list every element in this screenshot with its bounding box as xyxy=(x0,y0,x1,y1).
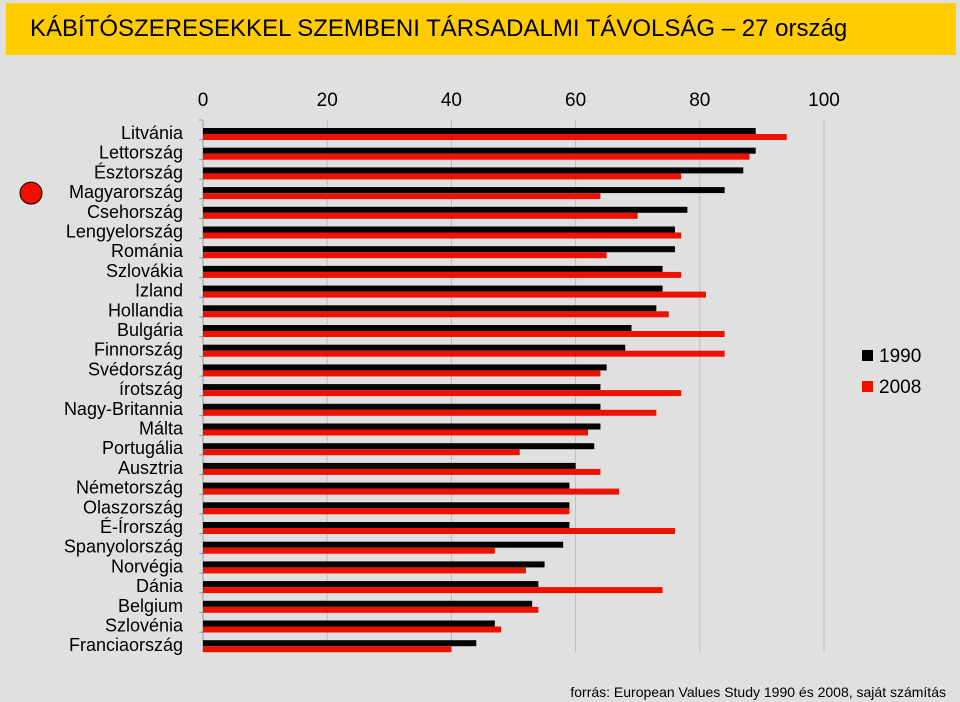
bar-1990 xyxy=(203,403,601,410)
category-label: Lengyelország xyxy=(66,222,183,242)
bar-1990 xyxy=(203,128,756,134)
bar-2008 xyxy=(203,606,539,613)
category-label: Bulgária xyxy=(117,320,184,340)
category-label: Lettország xyxy=(99,143,183,163)
bar-1990 xyxy=(203,443,595,450)
bar-1990 xyxy=(203,502,570,509)
category-label: Hollandia xyxy=(108,300,184,320)
bar-2008 xyxy=(203,252,607,259)
bar-2008 xyxy=(203,134,787,140)
bar-2008 xyxy=(203,547,495,554)
category-label: Litvánia xyxy=(121,123,184,143)
bar-1990 xyxy=(203,206,688,213)
legend-swatch xyxy=(862,350,873,361)
category-label: Franciaország xyxy=(69,635,183,655)
bar-1990 xyxy=(203,187,725,194)
x-tick-label: 80 xyxy=(689,90,710,111)
bar-2008 xyxy=(203,311,669,318)
bar-2008 xyxy=(203,488,620,495)
bar-1990 xyxy=(203,147,756,154)
bar-2008 xyxy=(203,528,675,534)
bar-1990 xyxy=(203,522,570,528)
bar-1990 xyxy=(203,561,545,568)
bar-2008 xyxy=(203,508,570,515)
bar-1990 xyxy=(203,640,477,647)
bar-1990 xyxy=(203,462,576,469)
legend-label: 1990 xyxy=(879,346,921,367)
bar-1990 xyxy=(203,620,495,627)
category-label: Portugália xyxy=(102,438,184,458)
bar-2008 xyxy=(203,370,601,377)
chart-title: KÁBÍTÓSZERESEKKEL SZEMBENI TÁRSADALMI TÁ… xyxy=(30,15,848,42)
bar-1990 xyxy=(203,344,626,351)
bar-2008 xyxy=(203,193,601,200)
bar-2008 xyxy=(203,626,502,633)
category-label: Románia xyxy=(111,241,184,261)
title-bar: KÁBÍTÓSZERESEKKEL SZEMBENI TÁRSADALMI TÁ… xyxy=(6,3,956,55)
category-label: Ausztria xyxy=(118,458,184,478)
category-label: Málta xyxy=(139,419,184,439)
category-label: É-Írország xyxy=(100,517,183,537)
bar-1990 xyxy=(203,541,564,548)
x-tick-label: 40 xyxy=(441,90,462,111)
bar-2008 xyxy=(203,232,682,239)
bar-2008 xyxy=(203,173,682,180)
category-label: Dánia xyxy=(136,576,184,596)
category-label: Norvégia xyxy=(111,556,184,576)
category-label: Németország xyxy=(76,478,183,498)
bar-2008 xyxy=(203,567,526,574)
bar-1990 xyxy=(203,600,533,607)
bar-1990 xyxy=(203,581,539,588)
highlight-marker xyxy=(19,181,43,205)
category-label: Olaszország xyxy=(83,497,183,517)
x-tick-label: 20 xyxy=(317,90,338,111)
category-label: Finnország xyxy=(94,340,183,360)
category-label: Magyarország xyxy=(69,182,183,202)
category-label: Szlovákia xyxy=(106,261,184,281)
bar-2008 xyxy=(203,587,663,594)
x-tick-label: 100 xyxy=(808,90,840,111)
bar-1990 xyxy=(203,364,607,371)
bar-1990 xyxy=(203,482,570,489)
bar-2008 xyxy=(203,271,682,278)
bar-2008 xyxy=(203,390,682,397)
bar-2008 xyxy=(203,331,725,337)
bar-2008 xyxy=(203,449,520,456)
bar-2008 xyxy=(203,646,452,653)
source-note: forrás: European Values Study 1990 és 20… xyxy=(570,684,946,700)
category-label: Észtország xyxy=(94,162,183,182)
category-label: Belgium xyxy=(118,596,183,616)
bar-1990 xyxy=(203,246,675,253)
bar-1990 xyxy=(203,226,675,233)
bar-1990 xyxy=(203,285,663,292)
bar-1990 xyxy=(203,384,601,391)
bar-2008 xyxy=(203,153,750,160)
category-label: írotszág xyxy=(119,379,183,399)
legend-label: 2008 xyxy=(879,377,921,398)
bar-2008 xyxy=(203,350,725,357)
legend-swatch xyxy=(862,381,873,392)
bar-1990 xyxy=(203,265,663,272)
bar-2008 xyxy=(203,429,589,436)
category-label: Szlovénia xyxy=(105,616,184,636)
x-tick-label: 60 xyxy=(565,90,586,111)
bar-1990 xyxy=(203,423,601,430)
x-tick-label: 0 xyxy=(198,90,209,111)
category-label: Nagy-Britannia xyxy=(64,399,184,419)
bar-2008 xyxy=(203,291,707,298)
bar-2008 xyxy=(203,212,638,219)
bar-1990 xyxy=(203,325,632,331)
category-label: Csehország xyxy=(87,202,183,222)
category-label: Svédország xyxy=(88,359,183,379)
bar-2008 xyxy=(203,468,601,475)
category-label: Spanyolország xyxy=(64,537,183,557)
bar-1990 xyxy=(203,305,657,312)
bar-1990 xyxy=(203,167,744,174)
bar-2008 xyxy=(203,409,657,416)
category-label: Izland xyxy=(135,281,183,301)
